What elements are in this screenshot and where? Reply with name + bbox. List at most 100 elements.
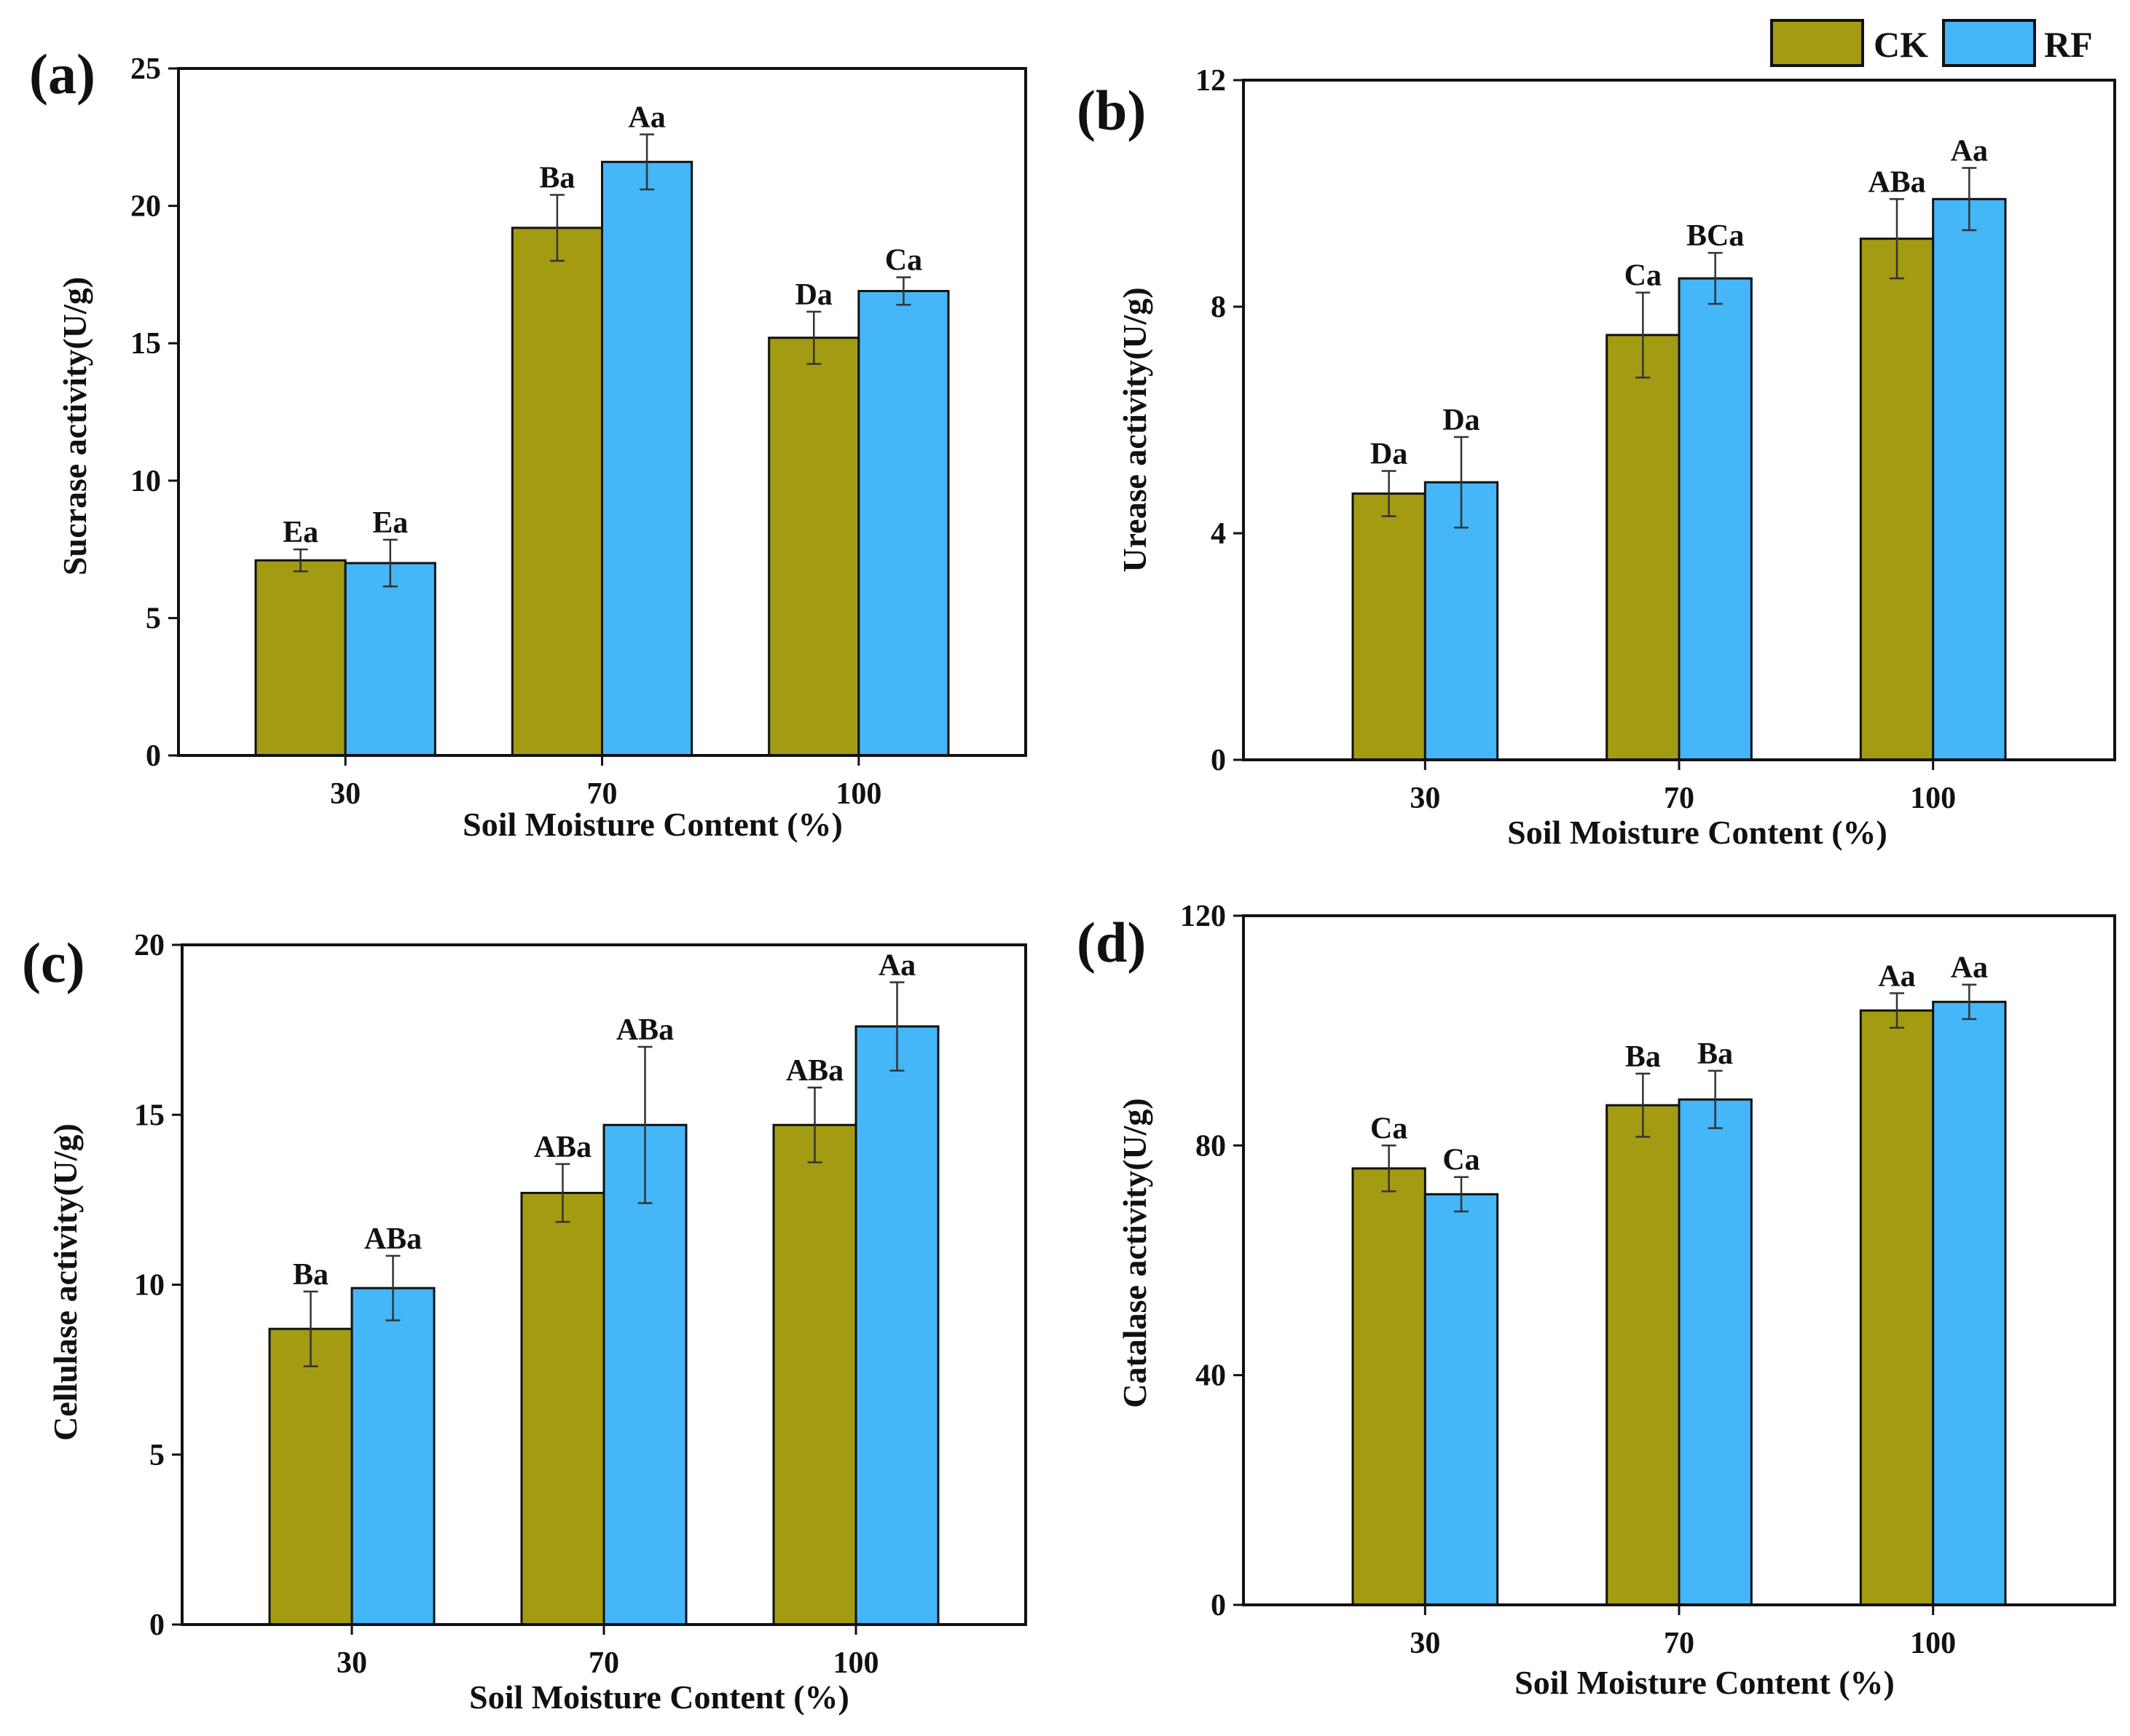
y-tick-label: 20 [134, 929, 165, 962]
y-axis-title: Cellulase activity(U/g) [47, 1123, 84, 1441]
bar-rf [602, 1123, 688, 1626]
plot-frame [177, 67, 1027, 757]
legend: CK RF [1770, 19, 2093, 67]
y-tick-label: 0 [1211, 1589, 1226, 1622]
significance-label: Aa [1951, 135, 1988, 168]
legend-label-ck: CK [1874, 24, 1928, 65]
legend-swatch-rf [1942, 19, 2036, 67]
x-tick-label: 70 [1664, 1627, 1694, 1660]
significance-label: Ca [885, 244, 922, 278]
plot-frame [181, 943, 1027, 1626]
bar-rf [1678, 277, 1753, 761]
significance-label: Da [1442, 404, 1479, 437]
x-axis-title: Soil Moisture Content (%) [463, 806, 843, 843]
x-tick-label: 30 [330, 777, 361, 811]
significance-label: Aa [628, 101, 665, 135]
panel-label: (c) [22, 931, 85, 994]
y-tick-label: 10 [134, 1269, 165, 1303]
y-tick-label: 20 [130, 190, 161, 224]
significance-label: ABa [364, 1222, 422, 1256]
significance-label: BCa [1686, 219, 1744, 253]
significance-label: Aa [879, 948, 916, 982]
y-tick-label: 80 [1195, 1129, 1226, 1163]
y-tick-label: 4 [1211, 517, 1226, 551]
x-tick-label: 70 [589, 1646, 619, 1680]
bar-rf [601, 160, 693, 757]
x-axis-title: Soil Moisture Content (%) [1514, 1664, 1895, 1701]
plot-area: 0 4 8 12 30 Da Da 70 Ca BCa 100 ABa Aa [1195, 64, 2116, 815]
y-tick-label: 12 [1195, 64, 1226, 98]
y-tick-label: 5 [146, 602, 161, 635]
bar-rf [1678, 1098, 1753, 1606]
x-tick-label: 100 [833, 1646, 879, 1680]
significance-label: Ea [372, 506, 408, 540]
x-tick-label: 70 [587, 777, 618, 811]
significance-label: ABa [534, 1131, 592, 1164]
x-axis-title: Soil Moisture Content (%) [469, 1678, 849, 1716]
panel-b: (b) Urease activity(U/g) Soil Moisture C… [1077, 64, 2116, 851]
bar-rf [857, 290, 950, 757]
significance-label: Ca [1442, 1144, 1479, 1177]
bar-ck [254, 559, 347, 757]
significance-label: Ba [1697, 1037, 1733, 1071]
bar-rf [1932, 1000, 2007, 1606]
significance-label: Ba [539, 162, 575, 195]
significance-label: Ba [293, 1258, 329, 1292]
bar-ck [1606, 334, 1681, 761]
y-tick-label: 15 [130, 327, 161, 361]
x-tick-label: 30 [1410, 1627, 1440, 1660]
x-tick-label: 100 [1910, 782, 1956, 815]
bar-rf [1423, 481, 1499, 761]
y-tick-label: 15 [134, 1099, 165, 1132]
panel-c: (c) Cellulase activity(U/g) Soil Moistur… [22, 929, 1027, 1716]
bar-ck [772, 1123, 857, 1626]
significance-label: ABa [616, 1013, 674, 1047]
panel-label: (b) [1077, 79, 1146, 142]
bar-rf [344, 562, 436, 757]
significance-label: Aa [1878, 959, 1915, 993]
bar-ck [511, 227, 603, 757]
x-tick-label: 30 [337, 1646, 367, 1680]
x-tick-label: 100 [1910, 1627, 1956, 1660]
bar-ck [1859, 1009, 1935, 1606]
bar-ck [1859, 237, 1935, 761]
y-tick-label: 8 [1211, 291, 1226, 324]
plot-frame [1242, 79, 2116, 761]
plot-area: 0 5 10 15 20 30 Ba ABa 70 ABa ABa 100 ABa Aa [134, 929, 1027, 1680]
significance-label: Ca [1624, 259, 1662, 293]
y-tick-label: 10 [130, 465, 161, 498]
y-tick-label: 25 [130, 52, 161, 86]
y-tick-label: 120 [1180, 900, 1226, 933]
bar-ck [1351, 492, 1426, 761]
x-tick-label: 100 [836, 777, 881, 811]
y-tick-label: 0 [149, 1609, 165, 1642]
legend-swatch-ck [1770, 19, 1864, 67]
significance-label: Ca [1370, 1112, 1407, 1145]
significance-label: Da [1370, 437, 1407, 471]
y-tick-label: 0 [146, 739, 161, 773]
significance-label: Da [795, 278, 833, 312]
x-tick-label: 70 [1664, 782, 1694, 815]
significance-label: Aa [1951, 951, 1988, 985]
bar-rf [1932, 197, 2007, 761]
y-axis-title: Sucrase activity(U/g) [56, 277, 93, 576]
panel-label: (d) [1077, 911, 1146, 974]
significance-label: ABa [786, 1054, 844, 1088]
bar-ck [520, 1192, 605, 1626]
panel-d: (d) Catalase activity(U/g) Soil Moisture… [1077, 900, 2116, 1701]
bar-rf [854, 1025, 940, 1626]
plot-frame [1242, 914, 2116, 1606]
bar-ck [268, 1327, 353, 1626]
y-tick-label: 40 [1195, 1359, 1226, 1393]
x-axis-title: Soil Moisture Content (%) [1507, 814, 1887, 851]
y-tick-label: 5 [149, 1439, 165, 1472]
plot-area: 0 40 80 120 30 Ca Ca 70 Ba Ba 100 Aa Aa [1180, 900, 2116, 1660]
plot-area: 0 5 10 15 20 25 30 Ea Ea 70 Ba Aa 100 Da Ca [130, 52, 1027, 811]
panel-label: (a) [29, 42, 95, 106]
y-axis-title: Catalase activity(U/g) [1116, 1098, 1153, 1407]
bar-rf [350, 1287, 436, 1626]
significance-label: Ea [283, 516, 318, 549]
significance-label: ABa [1868, 165, 1925, 199]
panel-a: (a) Sucrase activity(U/g) Soil Moisture … [29, 42, 1027, 843]
